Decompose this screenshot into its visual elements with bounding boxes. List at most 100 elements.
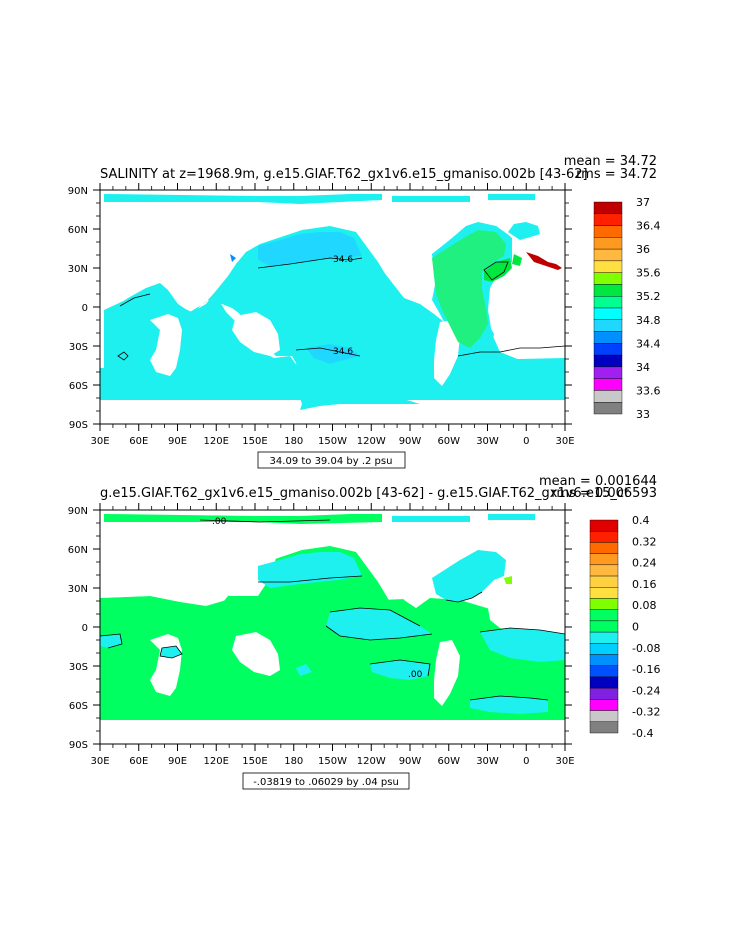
panel-salinity: SALINITY at z=1968.9m, g.e15.GIAF.T62_gx… bbox=[68, 154, 661, 469]
lon-tick-label: 120E bbox=[204, 756, 229, 767]
lat-tick-label: 30S bbox=[69, 662, 88, 673]
lat-tick-label: 60S bbox=[69, 381, 88, 392]
lon-tick-label: 30E bbox=[90, 436, 109, 447]
colorbar-swatch bbox=[589, 721, 619, 734]
panel-2-mean: mean = 0.001644 bbox=[539, 474, 657, 489]
panel-1-colorbar: 37 36.4 36 35.6 35.2 34.8 34.4 34 33.6 33 bbox=[593, 196, 661, 421]
lon-tick-label: 150W bbox=[318, 756, 347, 767]
lon-tick-label: 90W bbox=[399, 756, 422, 767]
panel-1-australia bbox=[232, 312, 280, 356]
lon-tick-label: 30W bbox=[476, 436, 499, 447]
lon-tick-label: 120W bbox=[357, 756, 386, 767]
colorbar-label: 34 bbox=[636, 361, 650, 374]
lon-tick-label: 60W bbox=[437, 436, 460, 447]
colorbar-swatch bbox=[593, 366, 623, 379]
colorbar-label: 36.4 bbox=[636, 220, 661, 233]
colorbar-label: 0.08 bbox=[632, 599, 657, 612]
panel-difference: g.e15.GIAF.T62_gx1v6.e15_gmaniso.002b [4… bbox=[68, 474, 660, 790]
colorbar-swatch bbox=[589, 665, 619, 678]
panel-2-rms: rms = 0.006593 bbox=[551, 486, 657, 501]
lat-tick-label: 90S bbox=[69, 420, 88, 431]
panel-1-mean: mean = 34.72 bbox=[564, 154, 657, 169]
panel-2-axes: 30E 60E 90E 120E 150E 180 150W 120W 90W 60W 30W 0 30… bbox=[68, 503, 575, 767]
colorbar-label: 0.16 bbox=[632, 578, 657, 591]
colorbar-swatch bbox=[589, 564, 619, 577]
colorbar-swatch bbox=[593, 201, 623, 214]
colorbar-swatch bbox=[593, 260, 623, 273]
lat-tick-label: 0 bbox=[82, 303, 88, 314]
panel-2-negative-pac bbox=[326, 608, 432, 640]
panel-2-range-box bbox=[242, 772, 410, 790]
lon-tick-label: 90W bbox=[399, 436, 422, 447]
lon-tick-label: 60E bbox=[129, 436, 148, 447]
lon-tick-label: 180 bbox=[284, 756, 303, 767]
colorbar-label: 35.2 bbox=[636, 290, 661, 303]
lat-tick-label: 60N bbox=[68, 225, 88, 236]
colorbar-swatch bbox=[593, 307, 623, 320]
lon-tick-label: 120W bbox=[357, 436, 386, 447]
panel-1-s-america bbox=[434, 320, 460, 386]
colorbar-swatch bbox=[589, 676, 619, 689]
panel-1-map: 34.6 34.6 bbox=[100, 190, 565, 424]
colorbar-swatch bbox=[593, 248, 623, 262]
colorbar-swatch bbox=[589, 654, 619, 666]
lon-tick-label: 0 bbox=[523, 436, 529, 447]
colorbar-label: -0.4 bbox=[632, 727, 653, 740]
lat-tick-label: 90N bbox=[68, 186, 88, 197]
colorbar-swatch bbox=[589, 620, 619, 633]
colorbar-label: 35.6 bbox=[636, 267, 661, 280]
colorbar-label: 0.32 bbox=[632, 535, 657, 548]
lon-tick-label: 0 bbox=[523, 756, 529, 767]
panel-1-contour-label-north: 34.6 bbox=[333, 255, 353, 265]
colorbar-swatch bbox=[589, 598, 619, 610]
lon-tick-label: 30W bbox=[476, 756, 499, 767]
colorbar-label: 36 bbox=[636, 243, 650, 256]
colorbar-swatch bbox=[589, 631, 619, 644]
colorbar-swatch bbox=[589, 710, 619, 722]
panel-1-axes: 30E 60E 90E 120E 150E 180 150W 120W 90W 60W 30W 0 30… bbox=[68, 183, 575, 447]
colorbar-swatch bbox=[589, 609, 619, 622]
colorbar-swatch bbox=[589, 587, 619, 599]
colorbar-label: -0.08 bbox=[632, 642, 660, 655]
lat-tick-label: 60S bbox=[69, 701, 88, 712]
colorbar-swatch bbox=[593, 390, 623, 403]
colorbar-label: 0 bbox=[632, 621, 639, 634]
colorbar-label: 0.24 bbox=[632, 557, 657, 570]
lat-tick-label: 30N bbox=[68, 584, 88, 595]
panel-1-africa-south bbox=[150, 314, 182, 376]
lon-tick-label: 150W bbox=[318, 436, 347, 447]
colorbar-swatch bbox=[589, 643, 619, 655]
colorbar-swatch bbox=[593, 354, 623, 368]
colorbar-swatch bbox=[589, 542, 619, 554]
colorbar-swatch bbox=[589, 575, 619, 588]
panel-1-title: SALINITY at z=1968.9m, g.e15.GIAF.T62_gx… bbox=[100, 167, 588, 182]
colorbar-label: -0.24 bbox=[632, 684, 660, 697]
colorbar-label: 33 bbox=[636, 408, 650, 421]
panel-1-high-salinity bbox=[484, 258, 512, 282]
panel-2-negative-satl bbox=[480, 628, 565, 662]
colorbar-swatch bbox=[593, 237, 623, 250]
lon-tick-label: 150E bbox=[242, 436, 267, 447]
colorbar-label: -0.16 bbox=[632, 663, 660, 676]
colorbar-swatch bbox=[589, 687, 619, 700]
lat-tick-label: 90N bbox=[68, 506, 88, 517]
colorbar-swatch bbox=[589, 699, 619, 711]
panel-1-pacific bbox=[248, 232, 462, 396]
lon-tick-label: 30E bbox=[90, 756, 109, 767]
colorbar-label: -0.32 bbox=[632, 706, 660, 719]
panel-2-negative-natl bbox=[432, 550, 506, 602]
colorbar-swatch bbox=[589, 531, 619, 543]
lat-tick-label: 60N bbox=[68, 545, 88, 556]
panel-2-contour-label-south: .00 bbox=[408, 670, 423, 680]
colorbar-swatch bbox=[589, 553, 619, 566]
colorbar-swatch bbox=[593, 284, 623, 297]
panel-2-colorbar: 0.4 0.32 0.24 0.16 0.08 0 -0.08 -0.16 -0.24 -0.32… bbox=[589, 514, 660, 740]
colorbar-swatch bbox=[593, 225, 623, 238]
panel-1-range-box bbox=[257, 451, 406, 469]
panel-1-contour-label-south: 34.6 bbox=[333, 347, 353, 357]
colorbar-swatch bbox=[593, 331, 623, 344]
colorbar-swatch bbox=[593, 378, 623, 391]
panel-1-rms: rms = 34.72 bbox=[576, 167, 657, 182]
colorbar-label: 33.6 bbox=[636, 384, 661, 397]
